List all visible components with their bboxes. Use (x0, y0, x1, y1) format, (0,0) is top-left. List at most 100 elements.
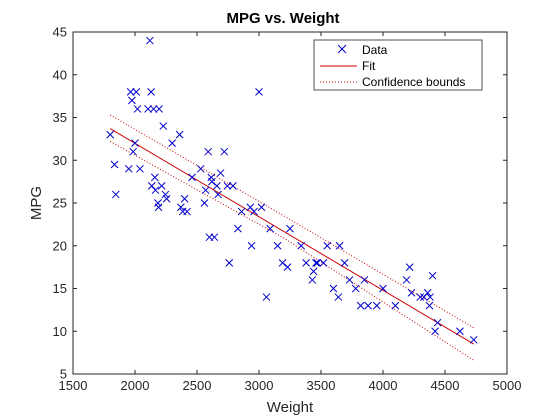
data-point (183, 207, 191, 216)
data-point (391, 301, 400, 310)
data-point (188, 173, 196, 182)
data-point (210, 233, 219, 242)
data-point (340, 258, 349, 267)
data-point (266, 224, 275, 233)
data-point (110, 160, 119, 169)
data-point (402, 276, 411, 284)
legend-label-fit: Fit (362, 59, 376, 73)
data-point (204, 147, 213, 156)
x-tick-label: 5000 (493, 378, 522, 393)
data-point (129, 147, 137, 156)
data-point (212, 182, 221, 190)
data-point (147, 87, 155, 96)
data-point (150, 173, 159, 182)
fit-line (109, 128, 475, 345)
data-point (364, 301, 372, 310)
data-point (157, 182, 166, 190)
y-tick-label: 15 (53, 281, 67, 296)
legend-label-bounds: Confidence bounds (362, 75, 465, 89)
y-tick-label: 5 (60, 367, 67, 382)
data-point (168, 139, 177, 148)
x-tick-label: 3000 (245, 378, 274, 393)
data-point (162, 194, 171, 203)
data-point (234, 224, 242, 233)
y-axis-label: MPG (28, 186, 45, 220)
data-point (200, 199, 209, 207)
data-point (175, 130, 184, 139)
data-point (136, 164, 144, 173)
data-point (180, 194, 189, 203)
data-point (308, 276, 317, 284)
y-tick-label: 35 (53, 110, 67, 125)
data-point (131, 139, 139, 148)
data-point (351, 284, 360, 293)
data-point (312, 258, 320, 267)
data-point (220, 147, 229, 156)
data-point (214, 190, 222, 199)
data-layer (106, 36, 478, 361)
chart-title: MPG vs. Weight (226, 10, 339, 27)
data-point (469, 335, 478, 344)
data-point (379, 284, 387, 293)
data-point (423, 288, 432, 297)
data-point (146, 36, 154, 45)
data-point (223, 182, 232, 190)
data-point (323, 241, 332, 250)
data-point (334, 293, 343, 301)
legend-label-data: Data (362, 43, 388, 57)
data-point (425, 301, 434, 310)
data-point (111, 190, 120, 199)
data-point (405, 263, 414, 271)
tick-layer: 1500 2000 2500 3000 3500 4000 4500 5000 5 10 15 20 2… (53, 25, 522, 394)
data-point (126, 87, 135, 96)
data-point (255, 87, 263, 96)
data-point (144, 105, 152, 113)
data-point (155, 105, 164, 113)
data-point (313, 258, 322, 267)
data-point (426, 293, 434, 301)
data-point (247, 241, 256, 250)
data-point (159, 122, 168, 130)
data-point (297, 241, 306, 250)
data-point (302, 258, 310, 267)
data-point (216, 169, 225, 177)
x-tick-label: 4000 (369, 378, 398, 393)
data-point (335, 241, 344, 250)
data-point (177, 203, 185, 212)
data-point (428, 271, 437, 280)
data-point (262, 293, 271, 301)
data-point (372, 301, 381, 310)
data-point (106, 130, 115, 139)
data-point (329, 284, 338, 293)
data-point (133, 105, 142, 113)
data-point (132, 87, 141, 96)
data-point (151, 186, 160, 195)
y-tick-label: 45 (53, 25, 67, 40)
data-point (250, 207, 258, 216)
data-point (273, 241, 282, 250)
data-point (286, 224, 294, 233)
data-point (319, 258, 328, 267)
data-point (416, 293, 425, 301)
data-point (433, 318, 442, 327)
data-point (345, 276, 354, 284)
legend-marker-data (337, 44, 347, 54)
data-point (356, 301, 365, 310)
data-point (196, 164, 205, 173)
x-tick-label: 3500 (307, 378, 336, 393)
data-point (237, 207, 246, 216)
x-tick-label: 4500 (431, 378, 460, 393)
data-point (225, 258, 234, 267)
data-point (161, 190, 170, 199)
confidence-bound-lower (109, 141, 475, 361)
data-point (360, 276, 369, 284)
x-axis-label: Weight (267, 399, 314, 416)
data-point (229, 182, 237, 190)
y-tick-label: 10 (53, 324, 67, 339)
data-point (407, 288, 416, 297)
data-point (201, 186, 210, 195)
data-point (257, 203, 266, 212)
confidence-bound-upper (109, 114, 475, 329)
data-point (154, 203, 163, 212)
